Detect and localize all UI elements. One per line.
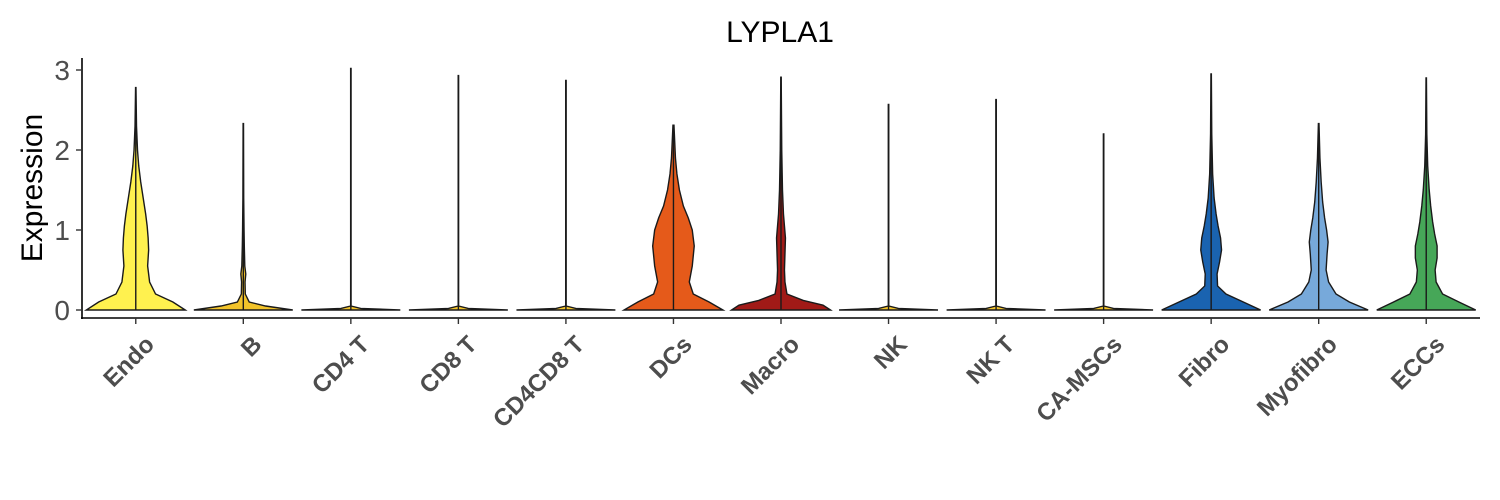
x-tick-label: Macro [736,331,805,400]
y-tick-label: 1 [54,215,70,246]
x-tick-label: ECCs [1386,331,1450,395]
x-tick-label: Myofibro [1252,331,1343,422]
x-tick-label: CD8 T [414,331,482,399]
x-tick-label: B [236,331,267,362]
y-axis-label: Expression [16,114,49,262]
axes-group: 0 1 2 3 Endo B CD4 T CD8 T CD4CD8 T DCs Macro NK NK … [54,55,1480,433]
x-tick-label: Endo [98,331,160,393]
y-tick-label: 2 [54,135,70,166]
chart-title: LYPLA1 [726,16,834,49]
x-tick-label: NK T [962,331,1021,390]
violins-group [83,67,1477,311]
x-tick-label: CD4CD8 T [488,331,590,433]
x-tick-label: CD4 T [307,331,375,399]
y-tick-label: 3 [54,55,70,86]
x-tick-label: Fibro [1174,331,1236,393]
x-tick-label: NK [869,331,913,375]
y-tick-label: 0 [54,295,70,326]
x-tick-label: CA-MSCs [1031,331,1127,427]
x-tick-label: DCs [645,331,698,384]
